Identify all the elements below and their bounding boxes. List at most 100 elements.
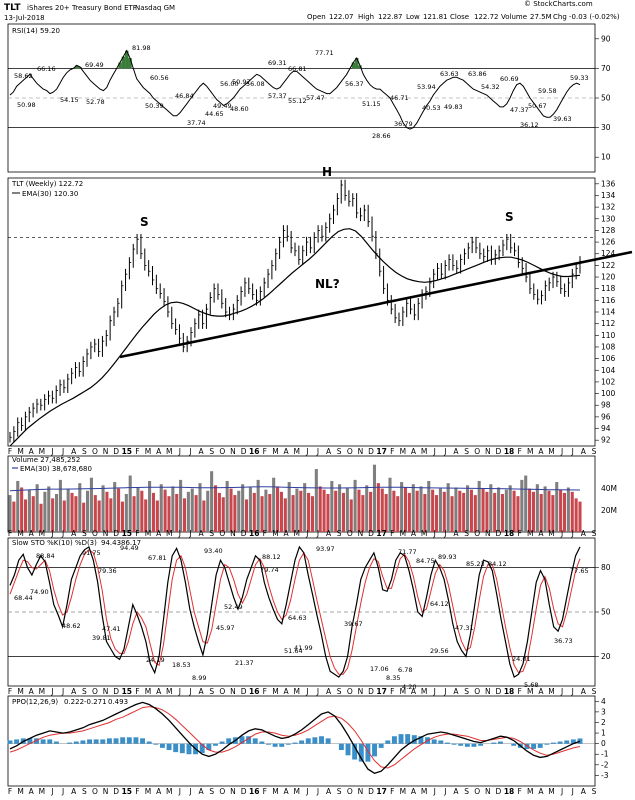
ppo-histogram-bar [47, 739, 53, 744]
time-axis-label: O [92, 787, 98, 796]
volume-legend: Volume 27,485,252 EMA(30) 38,678,680 [12, 456, 92, 473]
rsi-data-label: 54.32 [481, 83, 500, 91]
volume-bar [194, 495, 198, 532]
rsi-axis-tick-label: 90 [601, 34, 611, 43]
rsi-axis-tick-label: 70 [601, 64, 611, 73]
rsi-data-label: 58.62 [14, 72, 33, 80]
volume-bar [528, 488, 532, 532]
ticker: TLT [4, 3, 21, 13]
rsi-overbought-fill [355, 58, 359, 69]
sto-data-label: 84.75 [416, 557, 435, 565]
sto-data-label: 64.12 [430, 600, 449, 608]
rsi-data-label: 49.49 [213, 102, 232, 110]
time-axis-label: M [17, 529, 23, 538]
price-axis-tick-label: 122 [601, 261, 616, 270]
sto-k-line [9, 545, 581, 679]
sto-data-label: 64.63 [288, 614, 307, 622]
time-axis-label: 17 [376, 447, 386, 456]
volume-bar [113, 482, 117, 532]
time-axis-label: N [358, 687, 364, 696]
ppo-axis-tick-label: 2 [601, 718, 606, 727]
time-axis-label: J [433, 787, 436, 796]
volume-bar [244, 499, 249, 532]
time-axis-label: M [145, 529, 151, 538]
volume-bar [539, 494, 543, 532]
sto-data-label: 88.84 [36, 552, 55, 560]
time-axis-label: O [92, 447, 98, 456]
time-axis-label: S [209, 529, 214, 538]
time-axis-label: A [453, 687, 459, 696]
volume-bar [163, 489, 167, 532]
time-axis-label: J [560, 687, 563, 696]
open-label: Open [307, 13, 326, 21]
ppo-histogram-bar [385, 740, 391, 744]
time-axis-label: 16 [249, 687, 259, 696]
volume-bar [117, 488, 121, 532]
volume-bar [276, 486, 280, 532]
volume-bar [186, 491, 190, 532]
ppo-histogram-bar [352, 743, 358, 760]
rsi-data-label: 28.66 [372, 132, 391, 140]
volume-bar [504, 489, 508, 532]
neckline-trendline [119, 250, 633, 359]
time-axis-label: N [230, 687, 236, 696]
time-axis-label: N [485, 687, 491, 696]
time-axis-label: J [571, 529, 574, 538]
volume-bar [279, 491, 283, 532]
sto-data-label: 36.73 [554, 637, 573, 645]
time-axis-label: A [538, 529, 544, 538]
rsi-data-label: 54.15 [60, 96, 79, 104]
ppo-histogram-bar [27, 738, 33, 744]
time-axis-label: S [464, 447, 469, 456]
volume-bar [454, 487, 458, 532]
time-axis-label: J [433, 687, 436, 696]
volume-bar [469, 489, 473, 532]
volume-bar [361, 495, 365, 532]
sto-data-label: 79.74 [260, 566, 279, 574]
time-axis-label: J [560, 529, 563, 538]
time-axis-label: A [156, 447, 162, 456]
volume-bar [109, 498, 113, 532]
close-value: 122.72 [474, 13, 499, 21]
volume-bar [264, 489, 268, 532]
price-axis-tick-label: 116 [601, 296, 616, 305]
time-axis-label: M [166, 529, 172, 538]
time-axis-label: O [219, 529, 225, 538]
time-axis-label: A [326, 529, 332, 538]
ppo-histogram-bar [285, 743, 291, 745]
volume-bar [252, 492, 256, 532]
sto-data-label: 93.97 [316, 545, 335, 553]
rsi-data-label: 39.63 [553, 115, 572, 123]
ppo-histogram-bar [259, 741, 265, 744]
volume-bar [202, 500, 206, 532]
sto-data-label: 67.81 [148, 554, 167, 562]
volume-bar [241, 484, 245, 532]
annotation-neckline: NL? [315, 277, 340, 291]
time-axis-label: J [560, 447, 563, 456]
volume-bar [120, 501, 124, 532]
volume-bar [384, 494, 388, 532]
time-axis-label: F [390, 787, 394, 796]
time-axis-label: J [178, 787, 181, 796]
time-axis-label: A [326, 787, 332, 796]
time-axis-label: O [474, 447, 480, 456]
ppo-histogram-bar [451, 743, 457, 745]
sto-data-label: 93.40 [204, 547, 223, 555]
sto-data-label: 8.35 [386, 674, 400, 682]
time-axis-label: J [61, 687, 64, 696]
sto-data-label: 85.23 [466, 560, 485, 568]
time-axis-label: S [464, 687, 469, 696]
volume-bar [369, 491, 373, 532]
time-axis-label: A [199, 787, 205, 796]
sto-legend-prefix: Slow STO %K(10) %D(3) [12, 539, 97, 547]
volume-bar [171, 486, 175, 532]
time-axis-label: M [421, 447, 427, 456]
time-axis-label: J [188, 447, 191, 456]
time-axis-label: O [474, 787, 480, 796]
annotation-left-shoulder: S [140, 215, 149, 229]
volume-bar [423, 494, 427, 532]
chart-date: 13-Jul-2018 [4, 14, 45, 22]
time-axis-label: N [103, 529, 109, 538]
volume-bar [415, 490, 419, 532]
stochastic-legend: Slow STO %K(10) %D(3) 94.43 86.17 [12, 539, 141, 547]
